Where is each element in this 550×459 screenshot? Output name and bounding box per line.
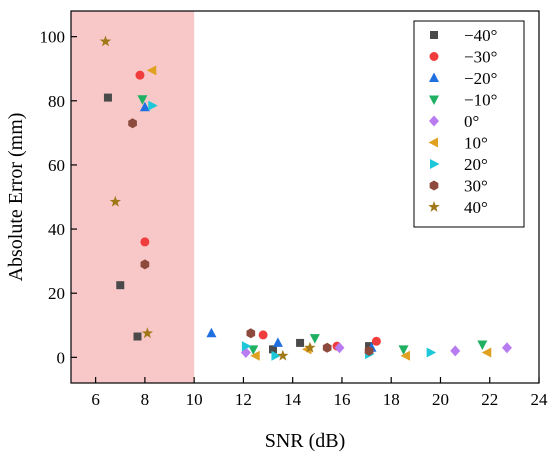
x-tick-label: 20 (432, 390, 449, 409)
x-tick-label: 16 (333, 390, 350, 409)
y-tick-label: 80 (48, 92, 65, 111)
y-tick-label: 0 (57, 348, 66, 367)
data-point-series-4 (450, 345, 461, 357)
data-point-series-1 (371, 336, 381, 346)
data-point-series-0 (116, 281, 125, 290)
legend-label-8: 40° (464, 198, 488, 217)
x-tick-label: 24 (531, 390, 549, 409)
x-tick-label: 22 (481, 390, 498, 409)
data-point-series-5 (481, 347, 492, 358)
legend-marker-8 (428, 201, 440, 212)
data-point-series-3 (398, 345, 409, 355)
legend-label-1: −30° (464, 48, 497, 67)
legend-label-6: 20° (464, 155, 488, 174)
data-point-series-4 (334, 342, 345, 354)
x-axis-label: SNR (dB) (265, 430, 346, 452)
legend-marker-3 (429, 95, 439, 105)
data-point-series-1 (140, 237, 150, 247)
legend-label-4: 0° (464, 112, 479, 131)
data-points (99, 35, 512, 361)
data-point-series-4 (501, 342, 512, 354)
legend-marker-2 (429, 72, 439, 82)
legend-label-0: −40° (464, 26, 497, 45)
data-point-series-0 (133, 332, 142, 341)
data-point-series-6 (148, 100, 158, 111)
data-point-series-8 (141, 327, 154, 339)
data-point-series-7 (128, 118, 137, 129)
data-point-series-7 (140, 259, 150, 270)
data-point-series-6 (241, 341, 252, 352)
data-point-series-7 (246, 328, 256, 339)
data-point-series-2 (206, 327, 217, 338)
legend-label-7: 30° (464, 177, 488, 196)
data-point-series-2 (139, 101, 150, 112)
legend-marker-6 (430, 159, 440, 169)
plot-frame (70, 10, 540, 384)
data-point-series-7 (364, 345, 374, 356)
y-tick-label: 100 (40, 28, 66, 47)
data-point-series-6 (271, 350, 281, 361)
data-point-series-3 (309, 334, 320, 344)
data-point-series-6 (426, 347, 437, 358)
x-axis-ticks: 6 8 10 12 14 16 18 20 22 24 (91, 377, 548, 409)
x-tick-label: 10 (186, 390, 203, 409)
data-point-series-2 (272, 337, 283, 347)
y-axis-ticks: 0 20 40 60 80 100 (40, 28, 77, 367)
data-point-series-1 (258, 330, 268, 340)
data-point-series-8 (99, 35, 112, 47)
legend-marker-0 (430, 31, 438, 39)
data-point-series-7 (322, 342, 332, 353)
data-point-series-3 (137, 95, 148, 105)
legend-label-3: −10° (464, 91, 497, 110)
data-point-series-0 (296, 338, 305, 347)
data-point-series-5 (250, 350, 260, 361)
x-tick-label: 18 (383, 390, 400, 409)
y-tick-label: 40 (48, 220, 65, 239)
y-tick-label: 20 (48, 284, 65, 303)
data-point-series-1 (135, 70, 145, 80)
data-point-series-8 (109, 195, 122, 207)
data-point-series-0 (103, 93, 112, 102)
legend-label-5: 10° (464, 134, 488, 153)
legend-marker-4 (429, 115, 439, 127)
y-tick-label: 60 (48, 156, 65, 175)
legend-marker-1 (429, 52, 439, 61)
highlight-region (71, 11, 195, 383)
data-point-series-0 (268, 345, 277, 354)
data-point-series-5 (400, 350, 410, 361)
legend-marker-5 (428, 137, 438, 148)
data-point-series-3 (248, 345, 259, 355)
y-axis-label: Absolute Error (mm) (5, 113, 27, 282)
data-point-series-8 (304, 341, 316, 353)
x-tick-label: 6 (91, 390, 100, 409)
legend-label-2: −20° (464, 69, 497, 88)
legend: −40° −30° −20° −10° 0° 10° 20° 30° 40° (413, 20, 525, 228)
x-tick-label: 12 (235, 390, 252, 409)
data-point-series-8 (277, 349, 289, 361)
data-point-series-3 (477, 340, 488, 351)
x-tick-label: 8 (141, 390, 150, 409)
x-tick-label: 14 (284, 390, 302, 409)
legend-marker-7 (429, 180, 439, 191)
data-point-series-5 (146, 65, 157, 76)
